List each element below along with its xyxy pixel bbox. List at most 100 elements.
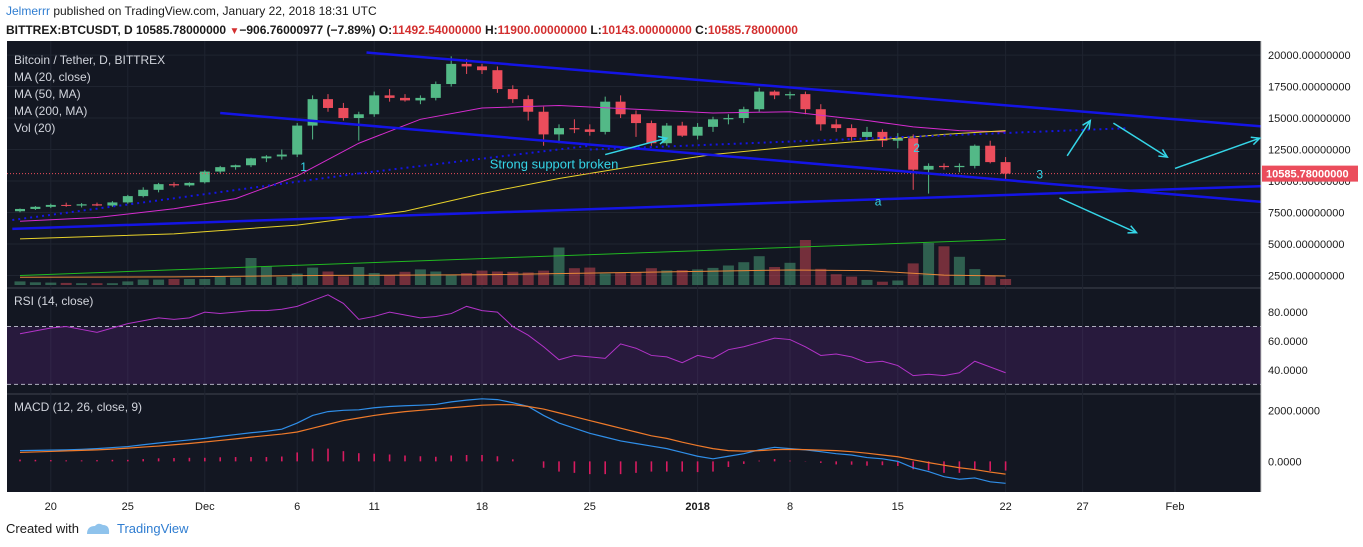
candle[interactable] xyxy=(1000,157,1011,180)
candle[interactable] xyxy=(430,81,441,101)
candle[interactable] xyxy=(677,121,688,137)
candle[interactable] xyxy=(939,163,949,170)
open-value: 11492.54000000 xyxy=(392,23,482,37)
candle[interactable] xyxy=(985,140,996,164)
candle[interactable] xyxy=(800,91,811,115)
candle[interactable] xyxy=(307,95,318,140)
candle[interactable] xyxy=(831,119,842,132)
candle-body xyxy=(954,165,965,168)
candle[interactable] xyxy=(400,94,410,102)
candle[interactable] xyxy=(446,56,457,87)
candle[interactable] xyxy=(477,63,487,74)
price-axis[interactable] xyxy=(1261,41,1362,521)
candle[interactable] xyxy=(261,155,272,163)
candle[interactable] xyxy=(107,201,118,207)
candle[interactable] xyxy=(323,94,333,112)
tradingview-link[interactable]: TradingView xyxy=(116,521,189,536)
candle[interactable] xyxy=(785,91,795,100)
trendline-dotted-2[interactable] xyxy=(358,144,590,175)
candle[interactable] xyxy=(415,95,426,105)
high-value: 11900.00000000 xyxy=(497,23,588,37)
candle[interactable] xyxy=(923,163,934,194)
trendline-dotted-1[interactable] xyxy=(12,172,359,222)
candle-body xyxy=(692,126,703,136)
candle[interactable] xyxy=(230,164,241,170)
candle[interactable] xyxy=(507,85,518,103)
candle[interactable] xyxy=(15,208,25,213)
candle[interactable] xyxy=(199,170,210,184)
arrow-down-annotation[interactable] xyxy=(1112,122,1169,158)
candle[interactable] xyxy=(276,149,287,160)
publish-text: published on TradingView.com, January 22… xyxy=(50,4,377,18)
trendline-lower[interactable] xyxy=(12,184,1268,231)
candle[interactable] xyxy=(877,129,888,147)
candle[interactable] xyxy=(122,194,133,204)
volume-bar xyxy=(722,265,734,285)
candle[interactable] xyxy=(292,123,303,158)
arrow-up-annotation[interactable] xyxy=(605,135,669,156)
candle-body xyxy=(923,165,934,170)
candle[interactable] xyxy=(384,89,395,102)
candle[interactable] xyxy=(769,90,780,100)
close-label: C: xyxy=(695,23,708,37)
candle[interactable] xyxy=(369,91,380,117)
candle[interactable] xyxy=(523,95,534,121)
candle-body xyxy=(708,119,718,127)
volume-bar xyxy=(368,273,380,285)
candle[interactable] xyxy=(492,66,503,93)
candle[interactable] xyxy=(600,96,611,135)
candle[interactable] xyxy=(138,187,149,198)
main-legend-item: MA (50, MA) xyxy=(14,87,81,101)
candle-body xyxy=(877,131,888,141)
candle[interactable] xyxy=(45,203,56,209)
candle[interactable] xyxy=(92,202,102,207)
candle[interactable] xyxy=(569,119,580,134)
trendline-upper[interactable] xyxy=(366,51,1268,129)
rsi-legend: RSI (14, close) xyxy=(14,294,93,308)
volume-bar xyxy=(276,276,288,285)
candle[interactable] xyxy=(584,124,595,136)
chart-canvas[interactable]: 20000.0000000017500.0000000015000.000000… xyxy=(0,41,1363,521)
volume-bar xyxy=(214,276,226,285)
candle[interactable] xyxy=(892,133,903,149)
candle[interactable] xyxy=(692,123,703,140)
candle[interactable] xyxy=(615,95,626,119)
candle[interactable] xyxy=(215,165,226,174)
volume-bar xyxy=(784,262,796,285)
low-label: L: xyxy=(590,23,602,37)
candle-body xyxy=(754,91,765,110)
candle[interactable] xyxy=(846,124,857,141)
arrow-up-annotation[interactable] xyxy=(1066,119,1092,157)
candle[interactable] xyxy=(538,106,549,146)
candle[interactable] xyxy=(908,134,919,190)
candle[interactable] xyxy=(815,104,826,131)
trendline-group xyxy=(12,51,1268,231)
candle[interactable] xyxy=(246,157,256,168)
candle[interactable] xyxy=(153,182,164,193)
trendline-middle[interactable] xyxy=(220,111,1268,204)
candle[interactable] xyxy=(723,114,734,125)
candle[interactable] xyxy=(353,111,364,141)
candle[interactable] xyxy=(661,123,672,146)
candle[interactable] xyxy=(61,202,72,207)
candle[interactable] xyxy=(754,87,765,112)
candle[interactable] xyxy=(76,203,87,208)
volume-bar xyxy=(953,256,965,285)
macd-line xyxy=(19,398,1006,484)
candle[interactable] xyxy=(738,106,749,124)
arrow-up-annotation[interactable] xyxy=(1174,136,1262,170)
arrow-down-annotation[interactable] xyxy=(1059,197,1139,234)
candle[interactable] xyxy=(338,102,349,121)
candle[interactable] xyxy=(30,206,41,210)
candle[interactable] xyxy=(631,110,641,137)
candle[interactable] xyxy=(708,116,718,132)
candle[interactable] xyxy=(954,163,965,173)
candle[interactable] xyxy=(169,182,179,188)
candle-body xyxy=(292,125,303,155)
candle[interactable] xyxy=(554,124,564,144)
candle-body xyxy=(523,99,534,112)
candle[interactable] xyxy=(969,144,980,169)
footer: Created with TradingView xyxy=(6,521,189,536)
author-link[interactable]: Jelmerrr xyxy=(6,4,50,18)
candle[interactable] xyxy=(184,182,195,187)
